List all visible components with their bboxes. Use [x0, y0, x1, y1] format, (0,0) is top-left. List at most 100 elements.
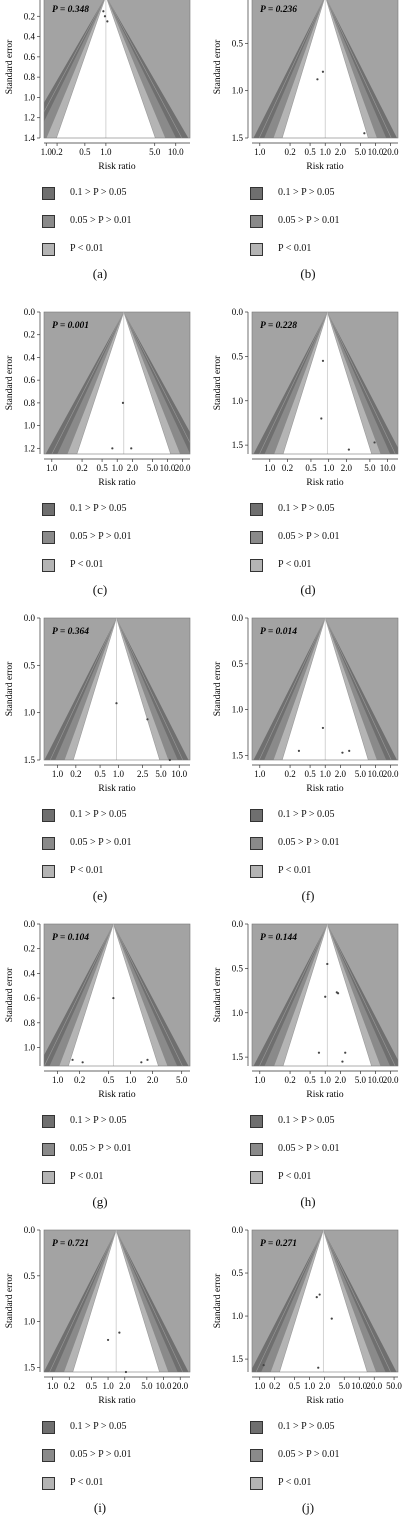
x-tick-label: 0.2 — [70, 769, 81, 779]
y-tick-label: 0.5 — [232, 38, 244, 48]
x-tick-label: 10.0 — [368, 147, 384, 157]
panel-label: (d) — [300, 582, 316, 597]
y-tick-label: 0.8 — [24, 1018, 36, 1028]
legend: 0.1 > P > 0.05 0.05 > P > 0.01 P < 0.01 — [40, 808, 200, 892]
x-tick-label: 5.0 — [355, 147, 367, 157]
legend-item: 0.1 > P > 0.05 — [248, 1420, 408, 1448]
x-tick-label: 1.0 — [125, 1075, 137, 1085]
p-value-label: P = 0.236 — [260, 5, 297, 15]
legend-item: 0.1 > P > 0.05 — [248, 186, 408, 214]
x-axis-label: Risk ratio — [306, 162, 343, 172]
study-point — [297, 749, 301, 752]
x-tick-label: 10.0 — [160, 463, 176, 473]
legend-label: 0.05 > P > 0.01 — [70, 215, 132, 226]
pseudo-ci-line — [327, 312, 372, 454]
y-axis-label: Standard error — [5, 661, 15, 716]
legend-swatch — [42, 1143, 55, 1156]
x-tick-label: 10.0 — [368, 1075, 384, 1085]
plot-frame — [43, 311, 191, 455]
study-point — [140, 1061, 143, 1064]
plot-frame — [43, 0, 191, 139]
x-tick-label: 5.0 — [355, 769, 367, 779]
study-point — [321, 359, 325, 362]
y-axis-label: Standard error — [5, 1273, 15, 1328]
study-point — [315, 1296, 318, 1299]
x-axis-label: Risk ratio — [306, 784, 343, 794]
y-tick-label: 0.2 — [24, 11, 35, 21]
pseudo-ci-line — [282, 924, 328, 1066]
x-tick-label: 2.0 — [319, 1381, 331, 1391]
plot-frame — [43, 923, 191, 1067]
x-tick-label: 2.0 — [335, 147, 347, 157]
y-tick-label: 0.6 — [24, 993, 36, 1003]
x-tick-label: 1.0 — [47, 1381, 59, 1391]
legend-label: 0.05 > P > 0.01 — [278, 1143, 340, 1154]
p-value-label: P = 0.104 — [52, 933, 89, 943]
study-point — [344, 1051, 347, 1054]
pseudo-ci-line — [44, 924, 114, 1066]
x-tick-label: 0.5 — [79, 147, 91, 157]
legend-label: 0.1 > P > 0.05 — [278, 809, 335, 820]
y-tick-label: 1.0 — [24, 1317, 36, 1327]
legend-item: 0.1 > P > 0.05 — [40, 502, 200, 530]
y-tick-label: 0.4 — [24, 968, 36, 978]
x-tick-label: 1.0 — [320, 769, 332, 779]
pseudo-ci-line — [116, 618, 184, 760]
study-point — [336, 992, 340, 995]
y-tick-label: 1.5 — [232, 440, 244, 450]
y-tick-label: 0.5 — [24, 1271, 36, 1281]
legend-label: 0.1 > P > 0.05 — [70, 1115, 127, 1126]
legend-swatch — [42, 1477, 55, 1490]
study-point — [326, 962, 329, 966]
study-point — [112, 996, 115, 1000]
study-point — [341, 1060, 344, 1063]
y-tick-label: 1.0 — [24, 708, 36, 718]
y-tick-label: 0.0 — [24, 307, 36, 317]
panel-i: 0.0 0.5 1.0 1.5 1.0 0.2 0.5 1.0 2.0 5.0 10.0 20.0 St… — [0, 1224, 200, 1529]
y-axis-label: Standard error — [5, 355, 15, 410]
funnel-plot: 0.00.20.40.60.81.01.21.0 0.2 0.5 1.0 2.0 5.0 1… — [5, 307, 191, 488]
legend-label: 0.05 > P > 0.01 — [70, 531, 132, 542]
x-tick-label: 2.0 — [119, 1381, 131, 1391]
x-tick-label: 1.0 — [113, 769, 125, 779]
pseudo-ci-line — [255, 1230, 324, 1372]
pseudo-ci-line — [282, 312, 328, 454]
pseudo-ci-line — [76, 312, 125, 454]
study-point — [111, 447, 114, 450]
panel-j: 0.0 0.5 1.0 1.5 1.0 0.2 0.5 1.0 2.0 5.0 10.0 20.0 50… — [208, 1224, 408, 1529]
pseudo-ci-line — [324, 618, 392, 760]
legend-item: 0.05 > P > 0.01 — [40, 1448, 200, 1476]
x-tick-label: 1.0 — [102, 1381, 114, 1391]
y-tick-label: 1.4 — [24, 133, 36, 143]
study-point — [124, 1370, 128, 1374]
legend-swatch — [42, 809, 55, 822]
legend-swatch — [42, 1171, 55, 1184]
x-tick-label: 2.0 — [127, 463, 139, 473]
legend-swatch — [250, 1115, 263, 1128]
pseudo-ci-line — [72, 1230, 117, 1372]
legend-label: P < 0.01 — [278, 1477, 312, 1488]
y-tick-label: 1.5 — [232, 133, 244, 143]
legend-label: 0.05 > P > 0.01 — [70, 1143, 132, 1154]
legend-item: 0.05 > P > 0.01 — [248, 1142, 408, 1170]
x-tick-label: 10.0 — [351, 1381, 367, 1391]
x-axis-label: Risk ratio — [306, 1090, 343, 1100]
legend: 0.1 > P > 0.05 0.05 > P > 0.01 P < 0.01 — [40, 186, 200, 270]
legend-swatch — [42, 215, 55, 228]
y-tick-label: 1.5 — [24, 1362, 36, 1372]
y-tick-label: 0.6 — [24, 375, 36, 385]
pseudo-ci-line — [113, 924, 183, 1066]
y-tick-label: 0.0 — [232, 0, 244, 1]
legend-swatch — [250, 243, 263, 256]
x-tick-label: 1.0 — [323, 463, 335, 473]
x-tick-label: 0.5 — [94, 769, 106, 779]
x-tick-label: 0.5 — [103, 1075, 115, 1085]
legend-item: 0.05 > P > 0.01 — [40, 836, 200, 864]
legend-label: P < 0.01 — [278, 243, 312, 254]
x-axis-label: Risk ratio — [306, 478, 343, 488]
pseudo-ci-line — [258, 618, 326, 760]
legend-label: 0.1 > P > 0.05 — [70, 503, 127, 514]
legend-label: 0.1 > P > 0.05 — [278, 1115, 335, 1126]
pseudo-ci-line — [115, 1230, 160, 1372]
